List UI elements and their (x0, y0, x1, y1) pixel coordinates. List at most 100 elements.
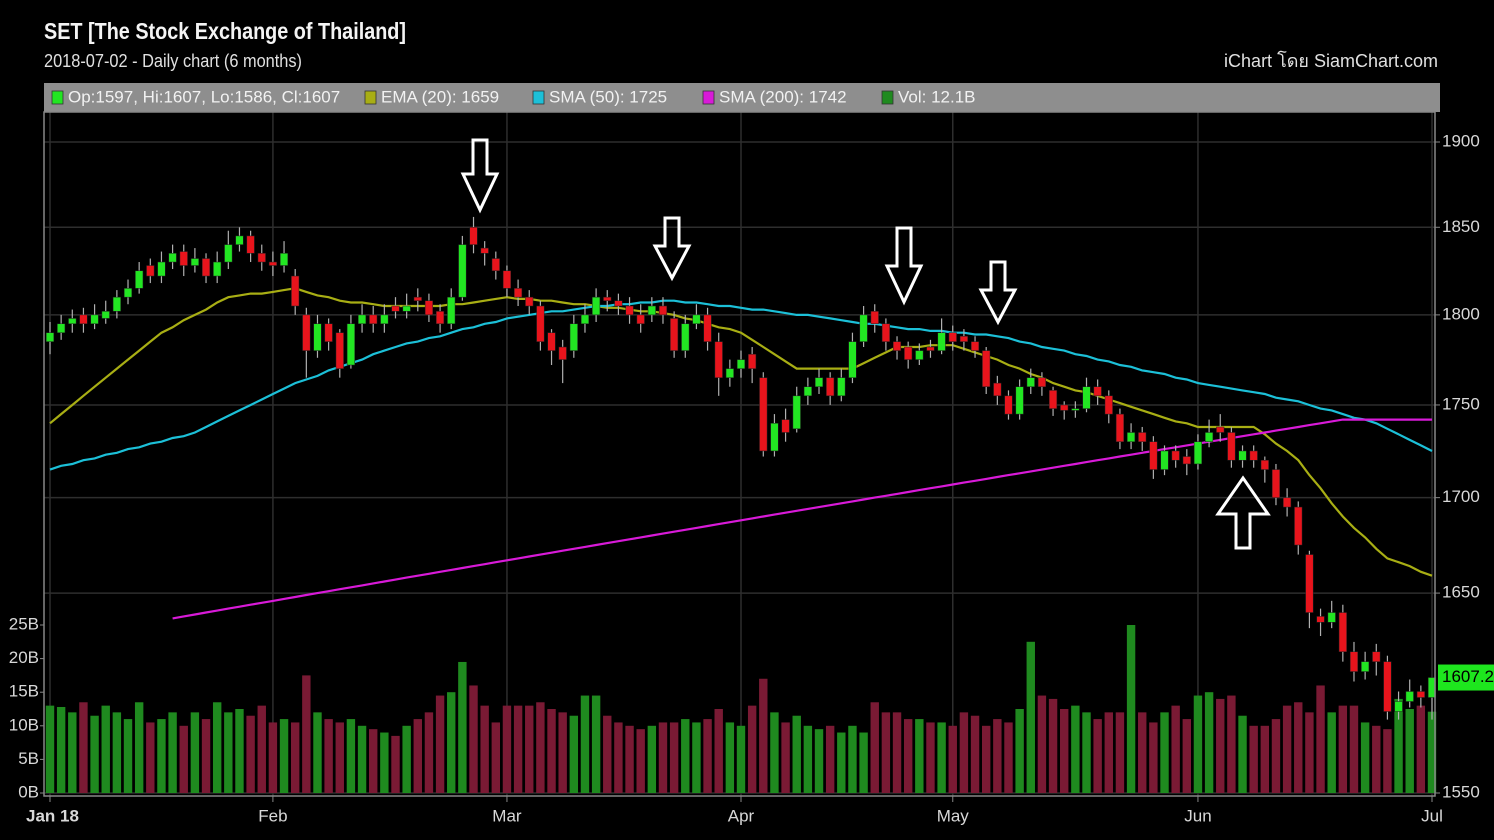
candle-body (1427, 677, 1437, 698)
volume-bar (1082, 712, 1091, 793)
volume-bar (703, 719, 712, 793)
volume-bar (669, 722, 679, 793)
indicator-lines (49, 287, 1433, 620)
y-tick-label: 1700 (1442, 487, 1480, 506)
legend-label: EMA (20): 1659 (381, 87, 499, 106)
volume-bar (335, 722, 344, 793)
volume-bar (1349, 705, 1359, 793)
volume-bar (480, 705, 489, 793)
candle-body (1149, 441, 1158, 470)
volume-bar (1193, 695, 1203, 793)
candle-body (525, 296, 534, 307)
volume-bar (391, 735, 400, 793)
up-arrow (1215, 475, 1271, 550)
volume-bar (201, 719, 211, 793)
candle-body (1026, 377, 1035, 387)
candle-body (1405, 691, 1414, 702)
volume-bar (1383, 729, 1392, 793)
candle-body (1049, 390, 1058, 409)
candle-body (1416, 691, 1425, 698)
candle-body (279, 253, 289, 266)
volume-bar (859, 732, 868, 793)
candle-body (937, 332, 946, 351)
candle-body (246, 235, 255, 254)
y2-tick-label: 10B (9, 715, 39, 734)
volume-bar (212, 702, 222, 793)
volume-bar (491, 722, 501, 793)
volume-bar (257, 705, 266, 793)
volume-bar (736, 725, 746, 793)
candle-body (770, 423, 779, 452)
volume-bar (525, 705, 534, 793)
candle-body (1093, 386, 1102, 397)
candle-body (658, 305, 668, 316)
volume-bar (692, 722, 701, 793)
candle-body (480, 247, 489, 254)
volume-bar (1138, 712, 1147, 793)
candle-body (926, 346, 935, 351)
candle-body (1037, 377, 1046, 387)
candle-body (647, 305, 656, 316)
volume-bar (547, 709, 556, 793)
volume-bars (45, 625, 1437, 793)
candle-body (1249, 450, 1258, 461)
candle-body (569, 323, 578, 351)
volume-bar (614, 722, 623, 793)
volume-bar (1204, 692, 1214, 793)
volume-bar (591, 695, 601, 793)
x-tick-label: Jun (1184, 806, 1211, 825)
legend-swatch (364, 90, 377, 105)
candle-body (993, 382, 1002, 397)
candle-body (714, 341, 723, 378)
candle-body (792, 395, 801, 430)
volume-bar (90, 715, 99, 793)
candle-body (848, 341, 857, 378)
legend-swatch (532, 90, 545, 105)
candle-body (302, 314, 311, 351)
candle-body (235, 235, 244, 245)
volume-bar (1338, 705, 1348, 793)
volume-bar (1360, 722, 1370, 793)
axes: 1550 1650 1700 1750 1800 1850 1900 0B 5B 10B 15B 20… (9, 131, 1494, 825)
volume-bar (647, 725, 657, 793)
volume-bar (357, 725, 367, 793)
volume-bar (313, 712, 322, 793)
candle-body (168, 253, 177, 263)
volume-bar (1048, 698, 1058, 793)
y-tick-label: 1800 (1442, 304, 1480, 323)
credit: iChart โดย SiamChart.com (1224, 50, 1438, 71)
candle-body (391, 305, 400, 312)
y-tick-label: 1850 (1442, 217, 1480, 236)
candle-body (90, 314, 99, 325)
candle-body (335, 332, 344, 369)
volume-bar (1093, 719, 1102, 793)
candle-body (982, 350, 991, 387)
volume-bar (781, 722, 790, 793)
candle-body (190, 258, 199, 266)
volume-bar (1104, 712, 1113, 793)
legend-swatch (51, 90, 64, 105)
candle-body (636, 314, 645, 325)
volume-bar (1427, 711, 1437, 793)
volume-bar (870, 702, 879, 793)
candle-body (814, 377, 824, 387)
volume-bar (346, 719, 356, 793)
volume-bar (402, 725, 411, 793)
volume-bar (837, 732, 846, 793)
candle-body (781, 419, 790, 433)
volume-bar (1060, 709, 1069, 793)
volume-bar (101, 705, 110, 793)
volume-bar (1372, 725, 1381, 793)
volume-bar (1316, 685, 1325, 793)
candle-body (681, 323, 690, 351)
legend: Op:1597, Hi:1607, Lo:1586, Cl:1607 EMA (2… (51, 87, 976, 106)
indicator-line (49, 299, 1433, 471)
legend-swatch (881, 90, 894, 105)
volume-bar (1249, 725, 1258, 793)
volume-bar (435, 695, 445, 793)
candle-body (1349, 651, 1359, 672)
candle-body (859, 314, 868, 342)
candle-body (970, 341, 980, 351)
y-tick-label: 1550 (1442, 782, 1480, 801)
candle-body (469, 227, 478, 245)
